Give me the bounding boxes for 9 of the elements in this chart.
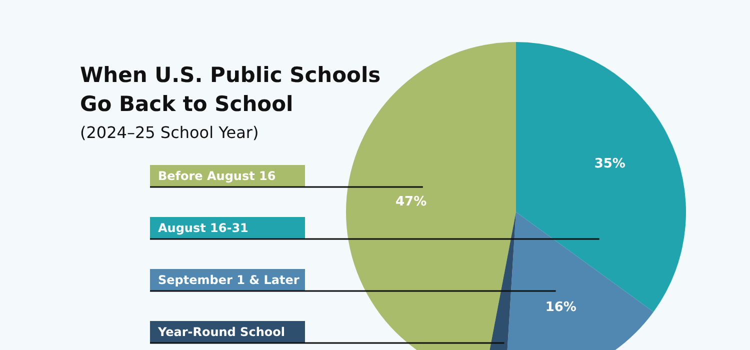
slice-label: September 1 & Later [158, 273, 300, 287]
data-label: 16% [545, 300, 576, 315]
data-label: 47% [396, 194, 427, 210]
data-label: 35% [594, 156, 626, 172]
slice-label: Year-Round School [157, 325, 285, 339]
text: When U.S. Public Schools Go Back to School [80, 63, 381, 116]
text: (2024–25 School Year) [80, 123, 259, 142]
slice-label: August 16-31 [158, 221, 248, 235]
slice-label: Before August 16 [158, 169, 276, 183]
